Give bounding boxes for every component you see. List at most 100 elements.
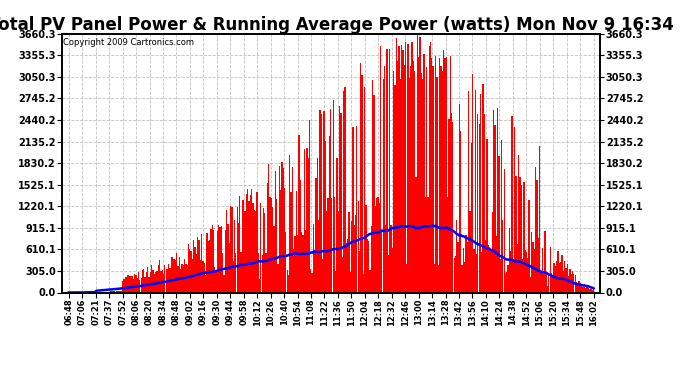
Bar bbox=[511, 116, 513, 292]
Bar bbox=[250, 195, 251, 292]
Bar bbox=[531, 232, 533, 292]
Bar bbox=[493, 110, 494, 292]
Bar bbox=[580, 283, 581, 292]
Bar bbox=[247, 189, 248, 292]
Bar bbox=[359, 251, 360, 292]
Bar bbox=[135, 274, 137, 292]
Bar bbox=[248, 201, 250, 292]
Bar bbox=[364, 87, 366, 292]
Bar bbox=[263, 207, 264, 292]
Bar bbox=[179, 257, 180, 292]
Bar bbox=[386, 49, 388, 292]
Bar bbox=[430, 42, 431, 292]
Bar bbox=[547, 286, 548, 292]
Bar bbox=[176, 253, 177, 292]
Bar bbox=[134, 274, 135, 292]
Bar bbox=[117, 291, 118, 292]
Bar bbox=[431, 58, 433, 292]
Bar bbox=[543, 272, 544, 292]
Bar bbox=[214, 267, 215, 292]
Bar bbox=[555, 266, 556, 292]
Bar bbox=[439, 58, 440, 292]
Bar bbox=[237, 207, 238, 292]
Bar bbox=[132, 279, 134, 292]
Bar bbox=[360, 63, 362, 292]
Bar bbox=[452, 122, 453, 292]
Bar bbox=[585, 288, 586, 292]
Bar bbox=[384, 66, 385, 292]
Bar bbox=[266, 253, 267, 292]
Bar bbox=[437, 266, 439, 292]
Bar bbox=[415, 177, 417, 292]
Bar bbox=[353, 225, 355, 292]
Bar bbox=[462, 265, 463, 292]
Bar bbox=[138, 272, 139, 292]
Bar bbox=[285, 232, 286, 292]
Bar bbox=[125, 277, 126, 292]
Bar bbox=[540, 271, 542, 292]
Bar bbox=[423, 54, 424, 292]
Bar bbox=[170, 257, 172, 292]
Bar bbox=[368, 241, 369, 292]
Bar bbox=[366, 239, 368, 292]
Bar bbox=[270, 198, 272, 292]
Bar bbox=[331, 198, 333, 292]
Bar bbox=[279, 166, 280, 292]
Bar bbox=[295, 236, 296, 292]
Bar bbox=[197, 237, 198, 292]
Bar bbox=[564, 261, 565, 292]
Bar bbox=[404, 65, 405, 292]
Bar bbox=[373, 95, 375, 292]
Bar bbox=[144, 277, 146, 292]
Bar bbox=[277, 264, 279, 292]
Bar bbox=[481, 252, 482, 292]
Bar bbox=[476, 255, 477, 292]
Bar bbox=[337, 158, 338, 292]
Bar bbox=[251, 189, 253, 292]
Bar bbox=[150, 272, 151, 292]
Bar bbox=[498, 156, 500, 292]
Bar bbox=[453, 258, 455, 292]
Bar bbox=[593, 290, 594, 292]
Bar bbox=[446, 57, 447, 292]
Bar bbox=[443, 50, 444, 292]
Bar bbox=[520, 185, 522, 292]
Bar bbox=[124, 279, 125, 292]
Bar bbox=[388, 255, 389, 292]
Bar bbox=[469, 211, 471, 292]
Bar bbox=[553, 263, 555, 292]
Bar bbox=[510, 251, 511, 292]
Bar bbox=[308, 158, 309, 292]
Bar bbox=[427, 197, 428, 292]
Bar bbox=[112, 291, 113, 292]
Bar bbox=[393, 72, 394, 292]
Bar bbox=[377, 197, 379, 292]
Bar bbox=[402, 50, 404, 292]
Bar bbox=[562, 271, 564, 292]
Bar bbox=[482, 84, 484, 292]
Bar bbox=[306, 148, 308, 292]
Bar bbox=[572, 271, 573, 292]
Bar bbox=[201, 234, 202, 292]
Bar bbox=[143, 268, 144, 292]
Bar bbox=[457, 242, 459, 292]
Bar bbox=[164, 266, 166, 292]
Bar bbox=[254, 210, 255, 292]
Bar bbox=[286, 270, 288, 292]
Bar bbox=[372, 80, 373, 292]
Bar bbox=[160, 271, 161, 292]
Bar bbox=[463, 248, 464, 292]
Bar bbox=[324, 141, 326, 292]
Bar bbox=[428, 46, 430, 292]
Bar bbox=[206, 233, 208, 292]
Bar bbox=[577, 285, 578, 292]
Bar bbox=[209, 240, 210, 292]
Bar bbox=[588, 288, 589, 292]
Bar bbox=[389, 49, 391, 292]
Bar bbox=[401, 45, 402, 292]
Bar bbox=[395, 38, 397, 292]
Bar bbox=[256, 192, 257, 292]
Bar bbox=[322, 259, 324, 292]
Bar bbox=[455, 256, 456, 292]
Bar bbox=[121, 291, 122, 292]
